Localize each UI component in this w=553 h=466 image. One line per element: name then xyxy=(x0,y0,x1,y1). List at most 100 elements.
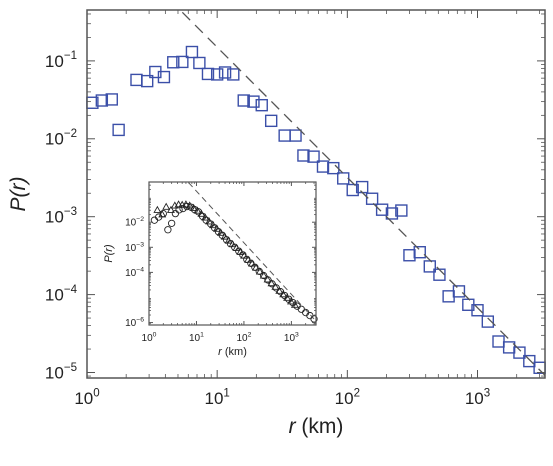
main-y-axis-ticks: 10−1 10−2 10−3 10−4 10−5 xyxy=(45,13,545,383)
main-marker-square xyxy=(105,93,118,106)
main-y-tick-label: 10−2 xyxy=(45,128,77,149)
main-marker-square xyxy=(297,149,310,162)
main-x-tick-label: 102 xyxy=(335,387,360,408)
main-y-tick-label: 10−1 xyxy=(45,50,77,71)
inset-marker-triangle xyxy=(166,205,175,213)
main-marker-square xyxy=(176,55,189,69)
main-marker-square xyxy=(201,67,215,81)
inset-marker-triangle xyxy=(259,271,268,279)
inset-marker-triangle xyxy=(275,286,284,294)
main-marker-square xyxy=(112,123,125,137)
main-dashed-fit-line xyxy=(181,11,546,376)
inset-fit-line xyxy=(188,182,315,320)
inset-marker-triangle xyxy=(232,243,241,251)
inset-marker-triangle xyxy=(263,275,272,283)
inset-marker-triangle xyxy=(174,200,183,208)
inset-marker-triangle xyxy=(279,290,288,298)
main-marker-square xyxy=(481,315,495,328)
inset-marker-triangle xyxy=(216,228,225,236)
inset-y-tick-label: 10−2 xyxy=(125,216,144,229)
inset-marker-circle xyxy=(255,267,263,275)
inset-marker-circle xyxy=(164,226,172,234)
inset-y-axis-label: P(r) xyxy=(103,244,115,263)
inset-marker-triangle xyxy=(153,205,162,213)
inset-dashed-fit-line xyxy=(188,182,315,320)
inset-marker-triangle xyxy=(197,209,206,217)
main-marker-square xyxy=(227,68,240,81)
main-y-tick-label: 10−5 xyxy=(45,362,77,383)
main-marker-square xyxy=(185,45,199,59)
inset-x-tick-label: 102 xyxy=(236,332,251,345)
inset-marker-triangle xyxy=(181,200,190,208)
inset-marker-triangle xyxy=(212,224,221,232)
main-marker-square xyxy=(413,246,426,259)
main-marker-square xyxy=(289,129,302,142)
main-marker-square xyxy=(210,68,224,81)
main-marker-square xyxy=(471,304,484,317)
inset-marker-triangle xyxy=(193,206,202,214)
inset-marker-triangle xyxy=(283,293,292,301)
main-marker-square xyxy=(264,114,278,128)
inset-marker-triangle xyxy=(189,203,198,211)
inset-y-tick-label: 10−4 xyxy=(125,266,144,279)
main-marker-square xyxy=(307,150,320,163)
inset-marker-triangle xyxy=(271,282,280,290)
main-marker-square xyxy=(95,94,109,107)
main-marker-square xyxy=(193,56,206,70)
main-marker-square xyxy=(218,66,232,79)
inset-y-tick-label: 10−6 xyxy=(125,317,144,330)
inset-marker-circle xyxy=(167,219,176,227)
main-marker-square xyxy=(247,95,260,108)
inset-marker-triangle xyxy=(255,267,264,275)
main-plot-frame xyxy=(86,9,546,379)
main-marker-square xyxy=(167,56,180,69)
main-marker-square xyxy=(255,98,268,112)
main-marker-square xyxy=(375,203,389,216)
inset-marker-triangle xyxy=(287,297,295,305)
main-fit-line xyxy=(181,11,546,376)
main-x-tick-label: 101 xyxy=(204,387,229,408)
main-y-axis-label: P(r) xyxy=(7,177,30,212)
inset-marker-triangle xyxy=(185,201,194,209)
inset-marker-triangle xyxy=(228,239,237,248)
inset-plot: 100 101 102 103 10−2 10−3 10−4 10−6 r (km) P(r… xyxy=(103,181,318,358)
inset-x-axis-label: r (km) xyxy=(218,346,247,358)
main-x-tick-label: 103 xyxy=(465,387,490,408)
inset-plot-frame xyxy=(148,181,317,326)
main-marker-square xyxy=(385,207,399,220)
inset-x-tick-label: 101 xyxy=(189,332,204,345)
inset-marker-triangle xyxy=(236,247,245,255)
main-marker-square xyxy=(395,204,408,217)
main-marker-square xyxy=(365,192,379,205)
inset-y-axis-ticks: 10−2 10−3 10−4 10−6 xyxy=(125,184,316,330)
main-marker-square xyxy=(346,183,359,197)
inset-y-tick-label: 10−3 xyxy=(125,241,144,254)
inset-data-markers xyxy=(150,200,318,323)
main-marker-square xyxy=(157,70,171,84)
inset-marker-circle xyxy=(171,209,180,218)
main-marker-square xyxy=(513,346,526,359)
inset-marker-triangle xyxy=(205,217,214,225)
main-marker-square xyxy=(452,285,466,298)
inset-marker-triangle xyxy=(220,232,229,240)
inset-marker-triangle xyxy=(162,202,171,210)
inset-marker-triangle xyxy=(209,221,217,229)
inset-marker-triangle xyxy=(251,263,260,271)
inset-marker-circle xyxy=(179,204,187,213)
inset-marker-triangle xyxy=(158,210,167,218)
main-y-tick-label: 10−4 xyxy=(45,284,78,305)
main-marker-square xyxy=(140,74,154,88)
main-marker-square xyxy=(523,354,536,368)
inset-marker-triangle xyxy=(267,279,276,287)
inset-marker-triangle xyxy=(290,300,299,308)
main-marker-square xyxy=(237,94,250,107)
inset-marker-triangle xyxy=(248,259,256,267)
main-x-axis-label: r (km) xyxy=(289,415,344,438)
main-x-tick-label: 100 xyxy=(74,387,99,408)
main-y-tick-label: 10−3 xyxy=(45,206,77,227)
inset-x-tick-label: 100 xyxy=(142,332,157,345)
inset-marker-triangle xyxy=(244,255,252,263)
main-data-markers xyxy=(86,45,546,374)
